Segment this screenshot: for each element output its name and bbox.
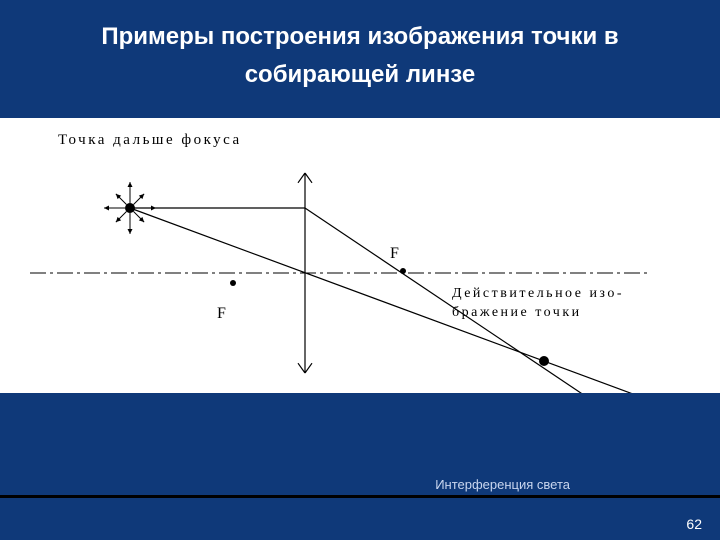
title-line-2: собирающей линзе [245,61,476,88]
footer-subtitle: Интерференция света [435,477,570,492]
footer-bar [0,495,720,498]
slide-title: Примеры построения изображения точки в с… [0,18,720,95]
page-number: 62 [686,516,702,532]
diagram-panel: Точка дальше фокуса Действительное изо- … [0,118,720,393]
title-line-1: Примеры построения изображения точки в [101,23,618,50]
slide: Примеры построения изображения точки в с… [0,0,720,540]
optics-diagram [0,118,720,393]
